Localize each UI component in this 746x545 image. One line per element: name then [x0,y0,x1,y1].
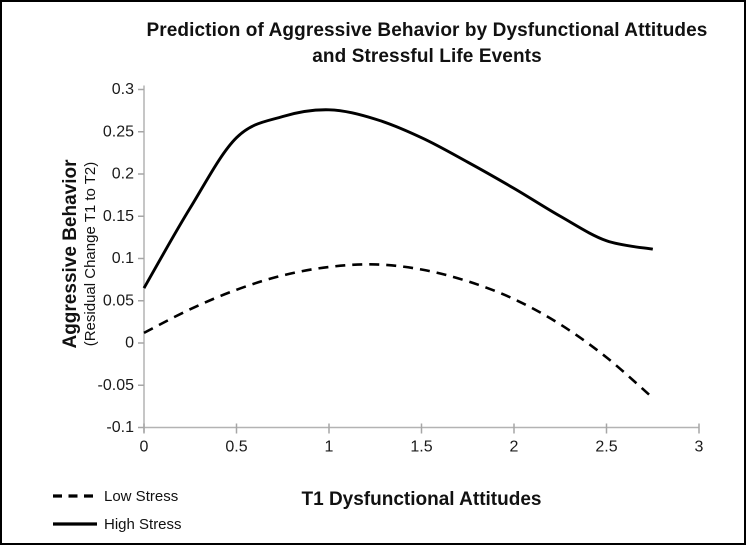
y-axis-sublabel: (Residual Change T1 to T2) [82,161,99,347]
x-tick-label: 2.5 [595,439,617,456]
x-tick-label: 0.5 [225,439,247,456]
x-tick-label: 3 [695,439,704,456]
legend-label-high-stress: High Stress [104,515,182,533]
series-line-high-stress [142,108,654,289]
legend: Low Stress High Stress [52,482,182,538]
y-tick-label: 0.2 [112,166,134,183]
x-tick-label: 1.5 [410,439,432,456]
legend-item-high-stress: High Stress [52,510,182,538]
y-tick-label: 0.1 [112,250,134,267]
legend-item-low-stress: Low Stress [52,482,182,510]
y-tick-label: -0.05 [98,377,135,394]
y-tick-label: 0.05 [103,292,134,309]
x-tick-label: 0 [140,439,149,456]
legend-label-low-stress: Low Stress [104,487,179,505]
y-tick-label: 0.3 [112,81,134,98]
x-axis-label: T1 Dysfunctional Attitudes [301,489,542,510]
y-axis-label: Aggressive Behavior [60,159,81,349]
chart-title: Prediction of Aggressive Behavior by Dys… [146,20,708,67]
x-tick-label: 2 [510,439,519,456]
series-line-low-stress [143,263,654,399]
y-tick-label: 0.25 [103,123,134,140]
y-tick-label: 0 [125,335,134,352]
y-tick-label: 0.15 [103,208,134,225]
solid-line-icon [53,522,97,526]
y-tick-label: -0.1 [106,419,134,436]
x-tick-label: 1 [325,439,334,456]
dashed-line-icon [53,494,97,498]
